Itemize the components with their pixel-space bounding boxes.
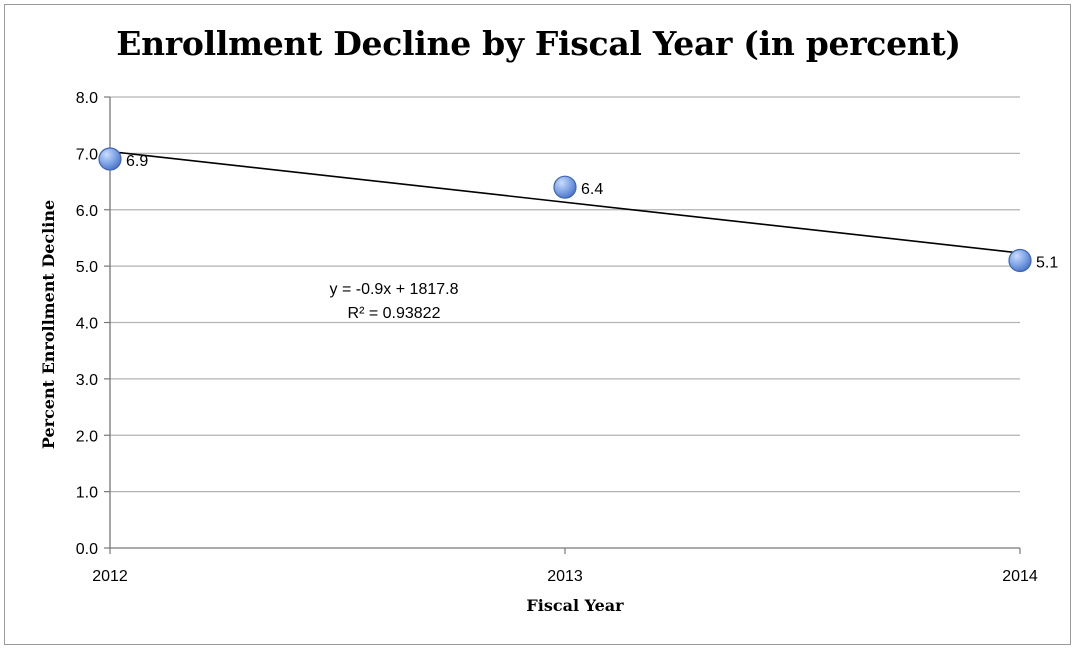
- chart-title: Enrollment Decline by Fiscal Year (in pe…: [116, 24, 961, 63]
- tick-labels: 0.0 1.0 2.0 3.0 4.0 5.0 6.0 7.0 8.0 2012 2013 2014: [76, 90, 1038, 585]
- y-axis-label: Percent Enrollment Decline: [39, 200, 58, 449]
- y-tick-label: 7.0: [76, 146, 98, 163]
- trendline-equation: y = -0.9x + 1817.8: [330, 281, 459, 298]
- data-label: 6.9: [126, 153, 148, 170]
- gridlines: [110, 96, 1020, 493]
- chart-frame: [4, 4, 1071, 645]
- data-label: 6.4: [581, 181, 603, 198]
- data-point: [98, 147, 122, 171]
- x-axis-label: Fiscal Year: [526, 596, 624, 615]
- data-point: [553, 175, 577, 199]
- trendline: [109, 150, 1021, 254]
- trendline-layer: [109, 150, 1021, 254]
- y-tick-label: 5.0: [76, 259, 98, 276]
- trendline-r-squared: R² = 0.93822: [348, 305, 441, 322]
- y-tick-label: 8.0: [76, 90, 98, 107]
- data-labels: 6.9 6.4 5.1: [126, 153, 1058, 271]
- y-tick-label: 2.0: [76, 428, 98, 445]
- data-points: [98, 147, 1032, 273]
- y-tick-label: 3.0: [76, 372, 98, 389]
- data-point: [1008, 248, 1032, 273]
- x-tick-label: 2014: [1002, 568, 1038, 585]
- x-tick-label: 2013: [547, 568, 583, 585]
- y-tick-label: 4.0: [76, 316, 98, 333]
- data-label: 5.1: [1036, 254, 1058, 271]
- y-tick-label: 0.0: [76, 541, 98, 558]
- y-tick-label: 6.0: [76, 203, 98, 220]
- x-tick-label: 2012: [92, 568, 128, 585]
- y-tick-label: 1.0: [76, 485, 98, 502]
